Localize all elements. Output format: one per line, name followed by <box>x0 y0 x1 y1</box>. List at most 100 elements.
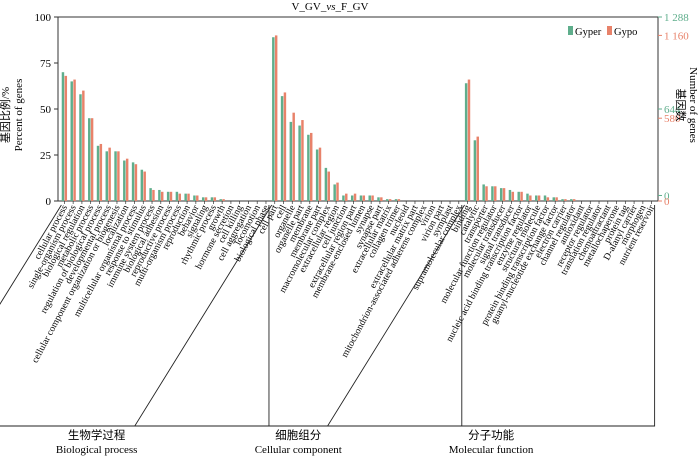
bar-gypo <box>397 199 401 201</box>
right-tick-label: 644 <box>664 104 681 116</box>
bar-gypo <box>511 191 515 201</box>
legend: Gyper Gypo <box>568 26 637 38</box>
bar-gyper <box>377 197 380 201</box>
bar-gyper <box>508 189 512 201</box>
y-tick-label: 75 <box>40 58 52 70</box>
bar-gypo <box>90 118 94 201</box>
bar-gypo <box>309 132 313 201</box>
bar-gypo <box>64 75 68 201</box>
bar-gypo <box>502 188 506 201</box>
bar-gyper <box>184 193 187 201</box>
bar-gypo <box>529 195 532 201</box>
bar-gypo <box>318 147 322 201</box>
bar-gypo <box>353 193 357 201</box>
bar-gypo <box>371 195 374 201</box>
bar-gyper <box>158 189 161 201</box>
bar-gypo <box>73 79 76 201</box>
bar-gyper <box>570 199 573 201</box>
bar-gypo <box>187 193 190 201</box>
bar-gyper <box>123 160 126 201</box>
bars-layer <box>61 35 576 202</box>
bar-gyper <box>394 199 398 201</box>
bar-gyper <box>350 195 354 201</box>
y-axis-label-right-en: Number of genes <box>687 67 699 143</box>
bar-gypo <box>572 199 576 201</box>
bar-gyper <box>552 197 556 201</box>
bar-gypo <box>362 195 366 201</box>
bar-gypo <box>485 186 488 201</box>
bar-gyper <box>315 149 319 201</box>
y-tick-label: 25 <box>40 150 52 162</box>
chart-title-left: V_GV_ <box>291 1 326 13</box>
right-tick-label: 0 <box>664 196 670 208</box>
bar-gyper <box>105 151 109 201</box>
bar-gyper <box>543 195 547 201</box>
bar-gypo <box>117 151 120 201</box>
bar-gypo <box>213 197 217 201</box>
bar-gypo <box>204 197 208 201</box>
bar-gyper <box>359 195 363 201</box>
legend-swatch-gypo <box>607 26 612 35</box>
group-bracket-line <box>133 204 463 427</box>
bar-gyper <box>482 184 485 201</box>
bar-gypo <box>476 136 479 201</box>
bar-gyper <box>96 145 100 201</box>
bar-gyper <box>386 199 389 201</box>
group-label-en: Biological process <box>56 444 138 456</box>
bar-gypo <box>178 193 181 201</box>
bar-gyper <box>342 195 345 201</box>
y-axis-label-right-cn: 基因数 <box>674 89 687 122</box>
bar-gypo <box>494 186 497 201</box>
bar-gypo <box>196 195 199 201</box>
bar-gyper <box>307 134 310 201</box>
bar-gypo <box>134 164 138 201</box>
legend-label-gypo: Gypo <box>614 27 637 38</box>
bar-gypo <box>292 112 295 201</box>
bar-gypo <box>467 79 471 201</box>
bar-gypo <box>388 199 392 201</box>
group-bracket-line <box>0 204 270 427</box>
right-tick-label: 0 <box>664 190 670 202</box>
bar-gypo <box>555 197 558 201</box>
group-label-cn: 生物学过程 <box>68 428 126 442</box>
bar-gypo <box>274 35 278 202</box>
bar-gyper <box>473 140 477 201</box>
bar-gypo <box>520 191 523 201</box>
right-tick-label: 1 288 <box>664 12 689 24</box>
bar-gypo <box>82 90 85 201</box>
chart-title: V_GV_vs_F_GV <box>291 1 368 13</box>
legend-swatch-gyper <box>568 26 573 35</box>
y-tick-label: 100 <box>35 12 52 24</box>
bar-gyper <box>272 37 275 201</box>
y-tick-label: 50 <box>40 104 52 116</box>
group-label-en: Cellular component <box>255 444 342 456</box>
bar-gypo <box>160 191 164 201</box>
bar-gyper <box>298 125 301 201</box>
chart-title-vs: vs <box>326 1 335 13</box>
bar-gyper <box>324 167 328 201</box>
bar-gyper <box>201 197 205 201</box>
bar-gyper <box>210 197 214 201</box>
bar-gyper <box>526 193 529 201</box>
bar-gyper <box>88 118 91 201</box>
bar-gypo <box>564 199 567 201</box>
y-axis-label-left-cn: 基因比例/% <box>0 87 12 143</box>
bar-gypo <box>380 197 383 201</box>
bar-gyper <box>166 191 170 201</box>
bar-gyper <box>114 151 117 201</box>
bar-gyper <box>79 94 82 201</box>
bar-gyper <box>333 184 336 201</box>
bar-gypo <box>537 195 541 201</box>
bar-gyper <box>219 199 222 201</box>
bar-gypo <box>143 171 146 201</box>
bar-gypo <box>108 147 111 201</box>
group-label-cn: 分子功能 <box>468 428 514 442</box>
bar-gyper <box>131 162 135 201</box>
bar-gypo <box>546 197 550 201</box>
bar-gyper <box>70 81 73 201</box>
group-bracket-1: 生物学过程 Biological process <box>0 204 270 456</box>
bar-gypo <box>345 193 348 201</box>
